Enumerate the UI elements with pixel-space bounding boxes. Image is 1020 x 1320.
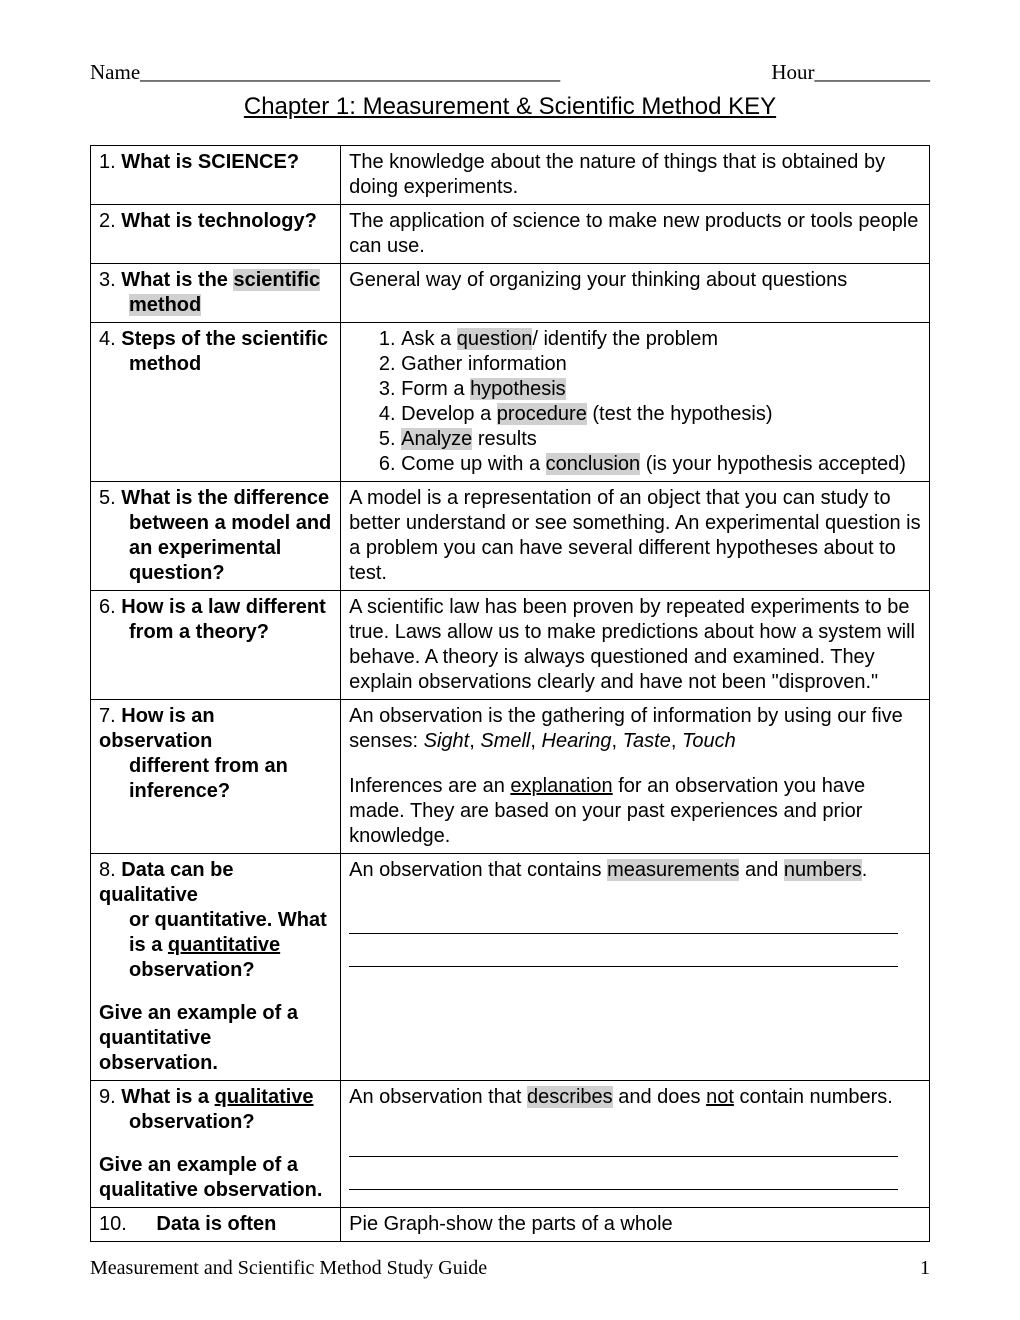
list-item: Ask a question/ identify the problem — [401, 327, 921, 352]
header-line: Name____________________________________… — [90, 60, 930, 85]
page-title: Chapter 1: Measurement & Scientific Meth… — [90, 93, 930, 121]
footer-page-num: 1 — [920, 1257, 930, 1280]
table-row: 10. Data is often Pie Graph-show the par… — [91, 1208, 930, 1242]
answer: General way of organizing your thinking … — [341, 264, 930, 323]
q-num: 4. — [99, 328, 116, 350]
q-extra: Give an example of a qualitative observa… — [99, 1153, 332, 1203]
list-item: Come up with a conclusion (is your hypot… — [401, 452, 921, 477]
q-num: 2. — [99, 210, 116, 232]
q-num: 6. — [99, 596, 116, 618]
blank-line[interactable] — [349, 946, 898, 967]
q-text: Data is often — [156, 1213, 276, 1235]
table-row: 8. Data can be qualitative or quantitati… — [91, 854, 930, 1081]
answer: Pie Graph-show the parts of a whole — [341, 1208, 930, 1242]
list-item: Gather information — [401, 352, 921, 377]
table-row: 1. What is SCIENCE? The knowledge about … — [91, 146, 930, 205]
q-text: How is a law different — [121, 596, 325, 618]
table-row: 9. What is a qualitative observation? Gi… — [91, 1081, 930, 1208]
answer: A scientific law has been proven by repe… — [341, 591, 930, 700]
answer: An observation is the gathering of infor… — [341, 700, 930, 854]
list-item: Form a hypothesis — [401, 377, 921, 402]
list-item: Analyze results — [401, 427, 921, 452]
blank-line[interactable] — [349, 1136, 898, 1157]
q-text: What is a qualitative — [121, 1086, 313, 1108]
q-text: What is technology? — [121, 210, 317, 232]
table-row: 5. What is the difference between a mode… — [91, 482, 930, 591]
answer: Ask a question/ identify the problem Gat… — [341, 323, 930, 482]
page-footer: Measurement and Scientific Method Study … — [90, 1257, 930, 1280]
footer-left: Measurement and Scientific Method Study … — [90, 1257, 487, 1280]
q-text: Steps of the scientific — [121, 328, 328, 350]
q-num: 1. — [99, 151, 116, 173]
q-text: How is an observation — [99, 705, 215, 752]
answer: An observation that contains measurement… — [341, 854, 930, 1081]
qa-table: 1. What is SCIENCE? The knowledge about … — [90, 145, 930, 1242]
list-item: Develop a procedure (test the hypothesis… — [401, 402, 921, 427]
answer: The application of science to make new p… — [341, 205, 930, 264]
q-num: 9. — [99, 1086, 116, 1108]
table-row: 4. Steps of the scientific method Ask a … — [91, 323, 930, 482]
q-text: What is SCIENCE? — [121, 151, 299, 173]
table-row: 3. What is the scientific method General… — [91, 264, 930, 323]
answer: A model is a representation of an object… — [341, 482, 930, 591]
table-row: 7. How is an observation different from … — [91, 700, 930, 854]
blank-line[interactable] — [349, 1169, 898, 1190]
hour-field: Hour___________ — [771, 60, 930, 85]
q-num: 8. — [99, 859, 116, 881]
answer: The knowledge about the nature of things… — [341, 146, 930, 205]
steps-list: Ask a question/ identify the problem Gat… — [349, 327, 921, 477]
answer: An observation that describes and does n… — [341, 1081, 930, 1208]
page: Name____________________________________… — [0, 0, 1020, 1320]
q-text: Data can be qualitative — [99, 859, 234, 906]
table-row: 2. What is technology? The application o… — [91, 205, 930, 264]
q-extra: Give an example of a quantitative observ… — [99, 1001, 332, 1076]
q-num: 5. — [99, 487, 116, 509]
q-text: What is the scientific — [121, 269, 320, 291]
q-text: What is the difference — [121, 487, 329, 509]
table-row: 6. How is a law different from a theory?… — [91, 591, 930, 700]
name-field: Name____________________________________… — [90, 60, 560, 85]
q-num: 7. — [99, 705, 116, 727]
q-num: 10. — [99, 1213, 127, 1235]
q-num: 3. — [99, 269, 116, 291]
blank-line[interactable] — [349, 913, 898, 934]
